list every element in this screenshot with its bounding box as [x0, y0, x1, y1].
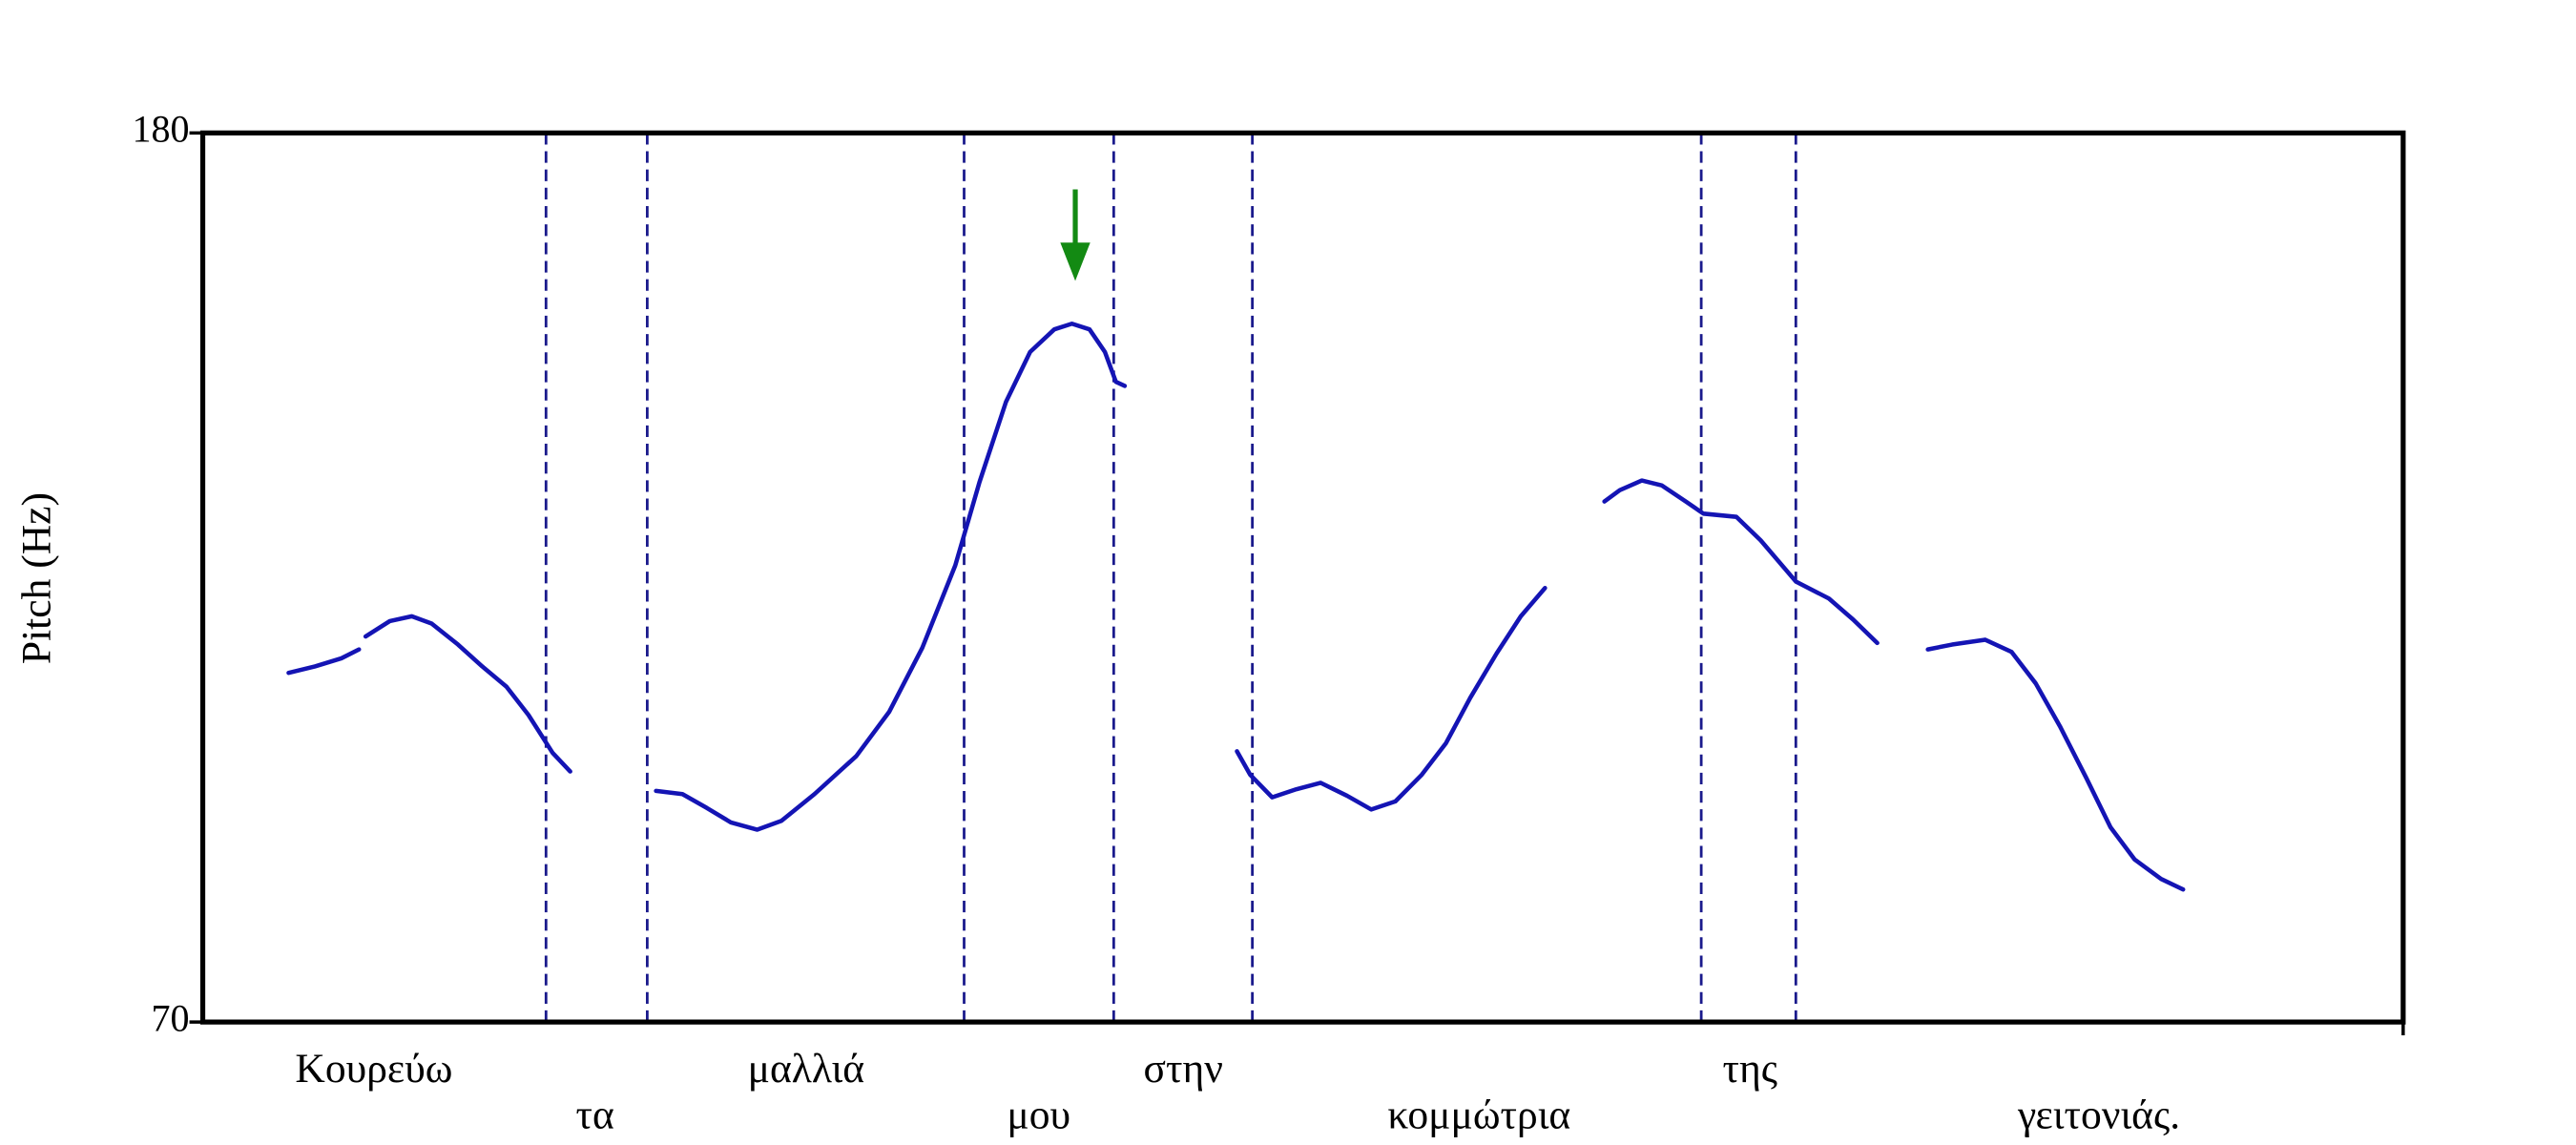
word-label: Κουρεύω	[295, 1046, 452, 1092]
pitch-contour	[654, 321, 1128, 832]
y-axis-label: Pitch (Hz)	[13, 492, 59, 664]
word-label: στην	[1144, 1046, 1223, 1092]
word-label: μαλλιά	[748, 1046, 864, 1092]
focus-arrow	[1060, 189, 1091, 281]
plot-frame	[199, 130, 2406, 1025]
word-label: γειτονιάς.	[2017, 1093, 2180, 1138]
pitch-contour	[1925, 637, 2186, 892]
pitch-contour	[363, 614, 572, 774]
word-label: τα	[575, 1093, 613, 1138]
pitch-contour	[286, 647, 362, 676]
y-tick-label: 70	[152, 996, 190, 1039]
word-label: μου	[1007, 1093, 1070, 1138]
y-tick-label: 180	[132, 108, 189, 151]
word-label: της	[1723, 1046, 1778, 1092]
word-label: κομμώτρια	[1387, 1093, 1570, 1138]
pitch-contour	[1235, 585, 1548, 812]
pitch-contour	[1602, 478, 1880, 646]
